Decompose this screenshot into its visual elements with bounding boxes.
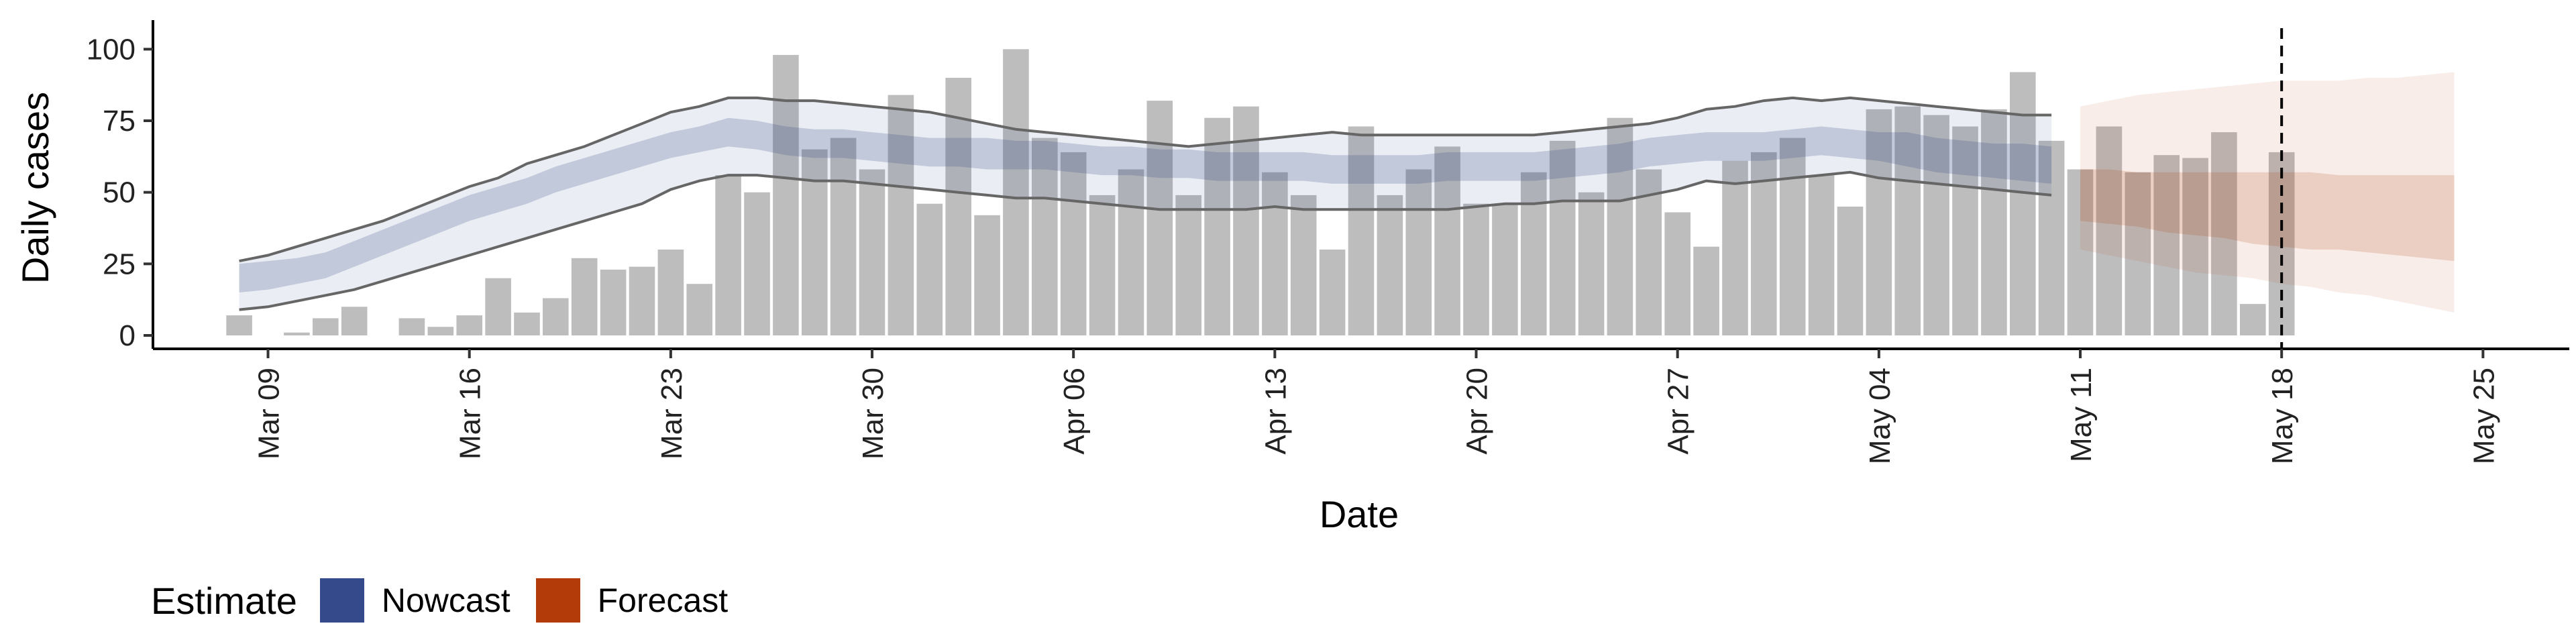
bar xyxy=(1578,192,1605,335)
x-tick-label: Apr 13 xyxy=(1259,368,1292,455)
nowcast-lower-line xyxy=(239,170,2052,311)
bar xyxy=(2125,172,2151,335)
bar xyxy=(456,315,482,335)
bar xyxy=(657,250,684,335)
bar xyxy=(341,307,368,335)
legend-key-nowcast xyxy=(319,578,364,623)
bar xyxy=(2240,304,2266,335)
x-tick-label: Mar 09 xyxy=(253,368,286,460)
bar xyxy=(1290,195,1317,335)
bar xyxy=(543,298,569,335)
legend-label-nowcast: Nowcast xyxy=(381,582,511,619)
x-tick-label: May 11 xyxy=(2065,368,2098,462)
x-tick-label: Mar 30 xyxy=(857,368,890,460)
bar xyxy=(1434,146,1460,335)
bar xyxy=(1521,172,1547,335)
bar xyxy=(974,215,1000,335)
bar xyxy=(1894,106,1921,335)
bar xyxy=(1089,195,1116,335)
nowcast-upper-line xyxy=(239,96,2052,263)
bar xyxy=(1319,250,1346,335)
bar xyxy=(1549,140,1576,335)
bar xyxy=(1866,109,1892,335)
bar xyxy=(1664,212,1690,335)
bar xyxy=(1262,172,1288,335)
x-axis-title: Date xyxy=(1320,493,1399,535)
bar xyxy=(773,54,799,336)
x-tick-label: Apr 06 xyxy=(1058,368,1091,455)
legend-label-forecast: Forecast xyxy=(597,582,729,619)
bar xyxy=(715,175,741,335)
forecast-outer-band xyxy=(2080,72,2455,313)
x-tick-label: Apr 27 xyxy=(1662,368,1695,455)
y-tick-label: 50 xyxy=(103,176,136,209)
bar xyxy=(2067,169,2094,335)
bar xyxy=(1175,195,1201,335)
bar xyxy=(1722,160,1748,335)
nowcast-outer-band xyxy=(239,97,2052,310)
bar xyxy=(284,332,310,335)
bar xyxy=(1693,246,1719,335)
bar xyxy=(226,315,252,335)
bar xyxy=(1492,203,1518,335)
bar xyxy=(571,258,598,335)
y-axis-title: Daily cases xyxy=(14,92,56,284)
forecast-inner-band xyxy=(2080,169,2455,262)
bar xyxy=(313,318,339,335)
bar xyxy=(744,192,770,335)
bar xyxy=(1808,175,1835,335)
y-tick-label: 100 xyxy=(87,33,136,66)
legend-key-forecast xyxy=(535,578,580,623)
bar xyxy=(1779,138,1806,335)
bar xyxy=(2211,132,2237,335)
legend: Estimate Nowcast Forecast xyxy=(151,578,753,623)
bar xyxy=(1204,117,1230,335)
y-tick-label: 25 xyxy=(103,248,136,280)
y-tick-label: 75 xyxy=(103,105,136,138)
bar xyxy=(1377,195,1403,335)
bar xyxy=(485,278,511,335)
x-tick-label: Apr 20 xyxy=(1461,368,1494,455)
x-tick-label: Mar 23 xyxy=(655,368,688,460)
bar xyxy=(2153,155,2180,335)
bar xyxy=(1837,207,1864,335)
bar xyxy=(2010,72,2036,335)
x-tick-label: May 04 xyxy=(1864,368,1896,464)
x-tick-label: May 25 xyxy=(2467,368,2500,464)
bar xyxy=(1348,126,1375,335)
bar xyxy=(600,269,627,335)
bar xyxy=(1233,106,1259,335)
bar xyxy=(859,169,885,335)
bar xyxy=(1463,203,1489,335)
bar xyxy=(1118,169,1144,335)
bar xyxy=(830,138,857,335)
bar xyxy=(1952,126,1978,335)
legend-title: Estimate xyxy=(151,579,297,622)
bar xyxy=(1981,109,2007,335)
bar xyxy=(686,284,712,335)
bar xyxy=(427,327,454,335)
bar xyxy=(2096,126,2123,335)
bar xyxy=(629,266,655,335)
bar xyxy=(514,312,540,335)
bar xyxy=(1607,117,1633,335)
bar xyxy=(1060,152,1087,335)
x-tick-label: Mar 16 xyxy=(454,368,487,460)
nowcast-inner-band xyxy=(239,117,2052,292)
bar xyxy=(1003,49,1029,336)
bar xyxy=(916,203,943,335)
bar xyxy=(2182,158,2208,335)
bar xyxy=(1923,115,1949,335)
bar xyxy=(2038,140,2065,335)
x-tick-label: May 18 xyxy=(2266,368,2299,464)
bar xyxy=(398,318,425,335)
bar xyxy=(1405,169,1432,335)
y-tick-label: 0 xyxy=(119,319,136,352)
bar xyxy=(888,95,914,335)
bar xyxy=(1032,138,1058,335)
bar xyxy=(1146,101,1173,335)
